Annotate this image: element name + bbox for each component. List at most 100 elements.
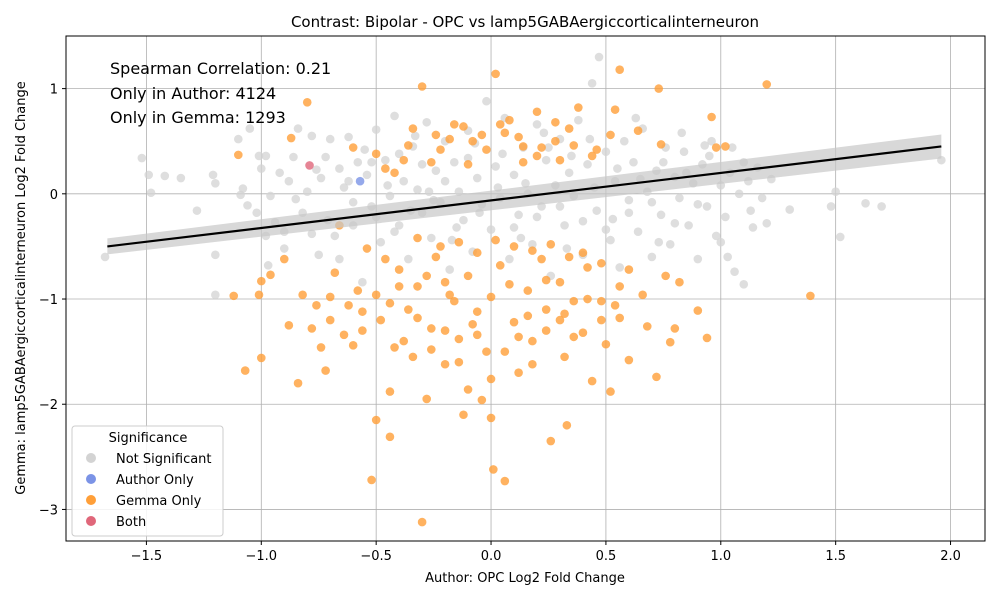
point-gemma-only [633, 126, 643, 135]
point-gemma-only [762, 80, 772, 89]
point-not-significant [390, 227, 399, 236]
point-gemma-only [417, 517, 427, 527]
y-tick-label: −2 [39, 398, 58, 413]
point-not-significant [521, 178, 530, 188]
point-gemma-only [477, 395, 487, 405]
point-gemma-only [652, 372, 661, 382]
point-gemma-only [514, 132, 523, 142]
plot-frame [65, 35, 986, 542]
point-gemma-only [564, 124, 574, 133]
point-gemma-only [321, 366, 330, 375]
point-not-significant [360, 145, 369, 154]
x-tick-label: −1.5 [131, 549, 163, 564]
point-gemma-only [500, 347, 510, 356]
point-gemma-only [234, 150, 243, 160]
point-gemma-only [440, 277, 450, 287]
point-not-significant [679, 147, 689, 157]
point-gemma-only [551, 117, 560, 127]
point-not-significant [624, 195, 634, 205]
point-gemma-only [256, 353, 266, 363]
point-not-significant [293, 124, 303, 133]
point-gemma-only [293, 378, 303, 388]
point-gemma-only [537, 143, 546, 152]
point-not-significant [291, 194, 301, 204]
point-not-significant [371, 125, 381, 134]
point-gemma-only [541, 275, 551, 285]
point-not-significant [560, 221, 569, 230]
y-tick-label: −3 [39, 503, 58, 518]
point-not-significant [861, 198, 870, 208]
point-gemma-only [509, 242, 519, 251]
point-gemma-only [367, 475, 376, 485]
legend-marker-both [86, 516, 96, 526]
y-axis-label: Gemma: lamp5GABAergiccorticalinterneuron… [14, 81, 29, 494]
point-gemma-only [564, 252, 574, 262]
point-not-significant [567, 151, 576, 161]
point-not-significant [624, 208, 634, 218]
x-tick-label: 0.0 [481, 549, 502, 564]
point-not-significant [422, 117, 432, 127]
point-gemma-only [555, 315, 565, 325]
point-not-significant [211, 178, 220, 188]
point-not-significant [353, 157, 363, 167]
point-gemma-only [514, 332, 523, 342]
point-gemma-only [518, 157, 528, 167]
point-not-significant [532, 212, 542, 222]
point-not-significant [762, 218, 772, 228]
point-gemma-only [505, 279, 514, 289]
point-not-significant [629, 157, 638, 167]
point-not-significant [234, 134, 243, 144]
point-not-significant [192, 206, 202, 215]
point-gemma-only [528, 336, 537, 346]
point-not-significant [459, 215, 468, 225]
point-gemma-only [546, 436, 556, 446]
point-gemma-only [500, 128, 510, 138]
point-gemma-only [624, 265, 634, 274]
point-not-significant [383, 181, 392, 190]
point-gemma-only [390, 168, 399, 178]
point-gemma-only [610, 105, 620, 114]
point-not-significant [835, 232, 845, 242]
point-not-significant [693, 200, 703, 209]
point-gemma-only [555, 277, 565, 287]
legend-label-not-significant: Not Significant [116, 452, 212, 467]
point-not-significant [289, 152, 298, 162]
point-not-significant [826, 202, 836, 211]
point-not-significant [381, 155, 390, 165]
point-gemma-only [408, 124, 418, 133]
point-not-significant [564, 168, 574, 178]
point-gemma-only [528, 359, 537, 369]
point-not-significant [592, 206, 602, 215]
point-gemma-only [707, 112, 716, 122]
point-gemma-only [286, 133, 296, 143]
point-gemma-only [560, 309, 569, 319]
point-gemma-only [404, 141, 413, 150]
point-both [305, 161, 314, 170]
point-not-significant [431, 166, 441, 175]
point-not-significant [785, 205, 795, 214]
point-gemma-only [578, 248, 588, 258]
point-gemma-only [394, 282, 404, 291]
point-gemma-only [413, 282, 422, 291]
ticks: −1.5 −1.0 −0.5 0.0 0.5 1.0 1.5 2.0 −3 −2 −1 0 1 [39, 83, 961, 564]
point-gemma-only [702, 333, 712, 343]
x-tick-label: 2.0 [940, 549, 961, 564]
point-gemma-only [408, 352, 418, 362]
point-gemma-only [427, 157, 436, 167]
point-not-significant [367, 157, 376, 167]
point-gemma-only [472, 307, 482, 316]
x-tick-label: 1.0 [710, 549, 731, 564]
point-gemma-only [472, 248, 482, 258]
point-gemma-only [459, 122, 468, 131]
point-not-significant [831, 187, 840, 197]
point-not-significant [472, 173, 482, 183]
point-not-significant [146, 188, 156, 198]
point-gemma-only [665, 337, 675, 347]
point-gemma-only [325, 292, 335, 302]
point-not-significant [447, 235, 457, 245]
point-not-significant [647, 197, 657, 207]
point-gemma-only [472, 330, 482, 340]
point-not-significant [757, 193, 767, 203]
point-gemma-only [514, 368, 523, 377]
point-gemma-only [541, 305, 551, 314]
